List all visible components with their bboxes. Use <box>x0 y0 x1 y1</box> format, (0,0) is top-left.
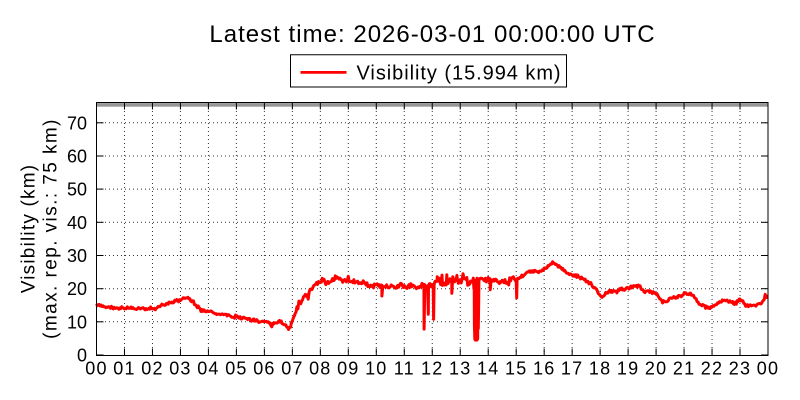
svg-text:23: 23 <box>729 359 751 379</box>
svg-text:21: 21 <box>673 359 695 379</box>
svg-text:0: 0 <box>77 346 87 366</box>
svg-text:18: 18 <box>589 359 611 379</box>
svg-text:00: 00 <box>757 359 779 379</box>
svg-text:Visibility (km): Visibility (km) <box>19 164 40 294</box>
svg-text:10: 10 <box>365 359 387 379</box>
svg-text:08: 08 <box>309 359 331 379</box>
svg-text:11: 11 <box>394 359 415 379</box>
svg-text:04: 04 <box>197 359 219 379</box>
svg-text:60: 60 <box>67 147 87 167</box>
svg-text:Visibility (15.994 km): Visibility (15.994 km) <box>357 62 562 84</box>
svg-text:17: 17 <box>561 359 583 379</box>
svg-text:10: 10 <box>67 312 87 332</box>
svg-text:19: 19 <box>617 359 639 379</box>
svg-text:20: 20 <box>645 359 667 379</box>
svg-text:40: 40 <box>67 213 87 233</box>
svg-text:06: 06 <box>253 359 275 379</box>
svg-text:(max. rep. vis.: 75 km): (max. rep. vis.: 75 km) <box>41 118 62 339</box>
svg-text:01: 01 <box>113 359 135 379</box>
svg-text:50: 50 <box>67 180 87 200</box>
svg-text:16: 16 <box>533 359 555 379</box>
svg-text:70: 70 <box>67 113 87 133</box>
svg-text:Latest time: 2026-03-01 00:00:: Latest time: 2026-03-01 00:00:00 UTC <box>209 21 655 48</box>
svg-text:13: 13 <box>449 359 471 379</box>
svg-text:02: 02 <box>141 359 163 379</box>
svg-text:20: 20 <box>67 279 87 299</box>
svg-text:15: 15 <box>505 359 527 379</box>
svg-text:05: 05 <box>225 359 247 379</box>
svg-text:22: 22 <box>701 359 723 379</box>
svg-text:12: 12 <box>421 359 443 379</box>
svg-text:30: 30 <box>67 246 87 266</box>
svg-text:00: 00 <box>85 359 107 379</box>
svg-text:03: 03 <box>169 359 191 379</box>
svg-text:14: 14 <box>477 359 499 379</box>
svg-text:09: 09 <box>337 359 359 379</box>
svg-text:07: 07 <box>281 359 303 379</box>
